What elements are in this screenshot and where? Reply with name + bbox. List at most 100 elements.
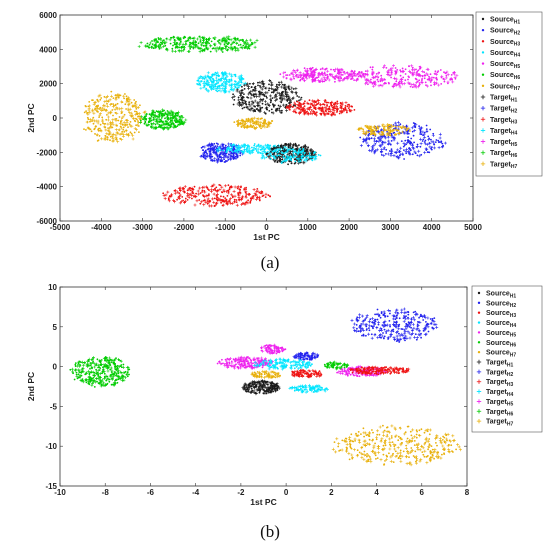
source-point — [91, 367, 93, 370]
target-point — [410, 64, 414, 68]
source-point — [233, 73, 236, 76]
target-point — [175, 45, 178, 49]
source-point — [109, 368, 112, 371]
source-point — [273, 104, 276, 107]
source-point — [89, 362, 92, 364]
target-point — [285, 98, 289, 102]
source-point — [239, 94, 242, 96]
source-point — [112, 114, 114, 117]
target-point — [162, 44, 166, 48]
source-point — [228, 149, 231, 152]
source-point — [228, 38, 231, 41]
source-point — [114, 379, 117, 381]
source-point — [398, 332, 400, 335]
source-point — [224, 77, 227, 80]
source-point — [189, 48, 192, 50]
target-point — [285, 109, 289, 113]
target-point — [337, 69, 341, 73]
target-point — [177, 49, 181, 53]
source-point — [287, 148, 290, 151]
target-point — [144, 44, 148, 48]
source-point — [203, 190, 206, 192]
source-point — [220, 201, 223, 204]
source-point — [394, 125, 397, 128]
target-point — [268, 94, 272, 98]
target-point — [337, 72, 341, 75]
target-point — [228, 83, 232, 87]
source-point — [245, 360, 248, 363]
source-point — [331, 111, 334, 114]
source-point — [389, 324, 391, 326]
source-point — [102, 109, 104, 112]
source-point — [389, 312, 391, 315]
source-point — [230, 78, 233, 81]
source-point — [209, 147, 212, 150]
source-point — [144, 120, 147, 123]
source-point — [203, 85, 206, 88]
source-point — [385, 332, 388, 334]
target-point — [227, 79, 231, 83]
source-point — [388, 82, 390, 85]
source-point — [230, 152, 233, 155]
source-point — [226, 48, 229, 51]
source-point — [317, 72, 320, 75]
source-point — [346, 110, 348, 112]
target-point — [211, 80, 215, 84]
source-point — [212, 86, 215, 89]
source-point — [170, 36, 173, 39]
source-point — [308, 152, 311, 155]
source-point — [276, 98, 278, 101]
source-point — [441, 142, 444, 145]
target-point — [230, 82, 234, 86]
target-point — [425, 67, 429, 71]
source-point — [286, 74, 289, 76]
source-point — [361, 334, 363, 337]
source-point — [280, 162, 283, 164]
target-point — [281, 103, 285, 107]
target-point — [190, 41, 194, 45]
source-point — [89, 376, 92, 379]
target-point — [420, 81, 424, 85]
source-point — [206, 41, 209, 43]
target-point — [240, 103, 244, 107]
source-point — [269, 101, 272, 104]
target-point — [270, 87, 273, 91]
source-point — [323, 113, 326, 115]
x-tick-label: 0 — [264, 223, 269, 232]
source-point — [209, 76, 212, 78]
source-point — [422, 330, 425, 332]
target-point — [254, 89, 258, 92]
source-point — [315, 104, 317, 107]
source-point — [174, 43, 177, 46]
target-point — [253, 99, 257, 103]
target-point — [259, 97, 263, 101]
source-point — [339, 71, 342, 74]
target-point — [321, 73, 325, 77]
source-point — [399, 123, 402, 126]
target-point — [257, 104, 261, 108]
target-point — [343, 77, 346, 80]
source-point — [272, 105, 275, 108]
target-point — [351, 71, 355, 75]
source-point — [262, 98, 265, 100]
source-point — [234, 38, 237, 41]
source-point — [271, 120, 274, 122]
source-point — [314, 101, 317, 104]
source-point — [125, 373, 128, 376]
source-point — [212, 78, 215, 81]
source-point — [178, 120, 181, 123]
source-point — [381, 125, 384, 127]
source-point — [371, 68, 374, 71]
target-point — [298, 71, 302, 75]
source-point — [379, 316, 382, 319]
source-point — [351, 105, 353, 108]
target-point — [235, 82, 238, 86]
source-point — [418, 79, 421, 82]
source-point — [423, 141, 426, 143]
source-point — [121, 117, 123, 119]
source-point — [431, 326, 434, 329]
source-point — [380, 74, 383, 77]
target-point — [258, 90, 262, 94]
target-point — [198, 46, 202, 50]
